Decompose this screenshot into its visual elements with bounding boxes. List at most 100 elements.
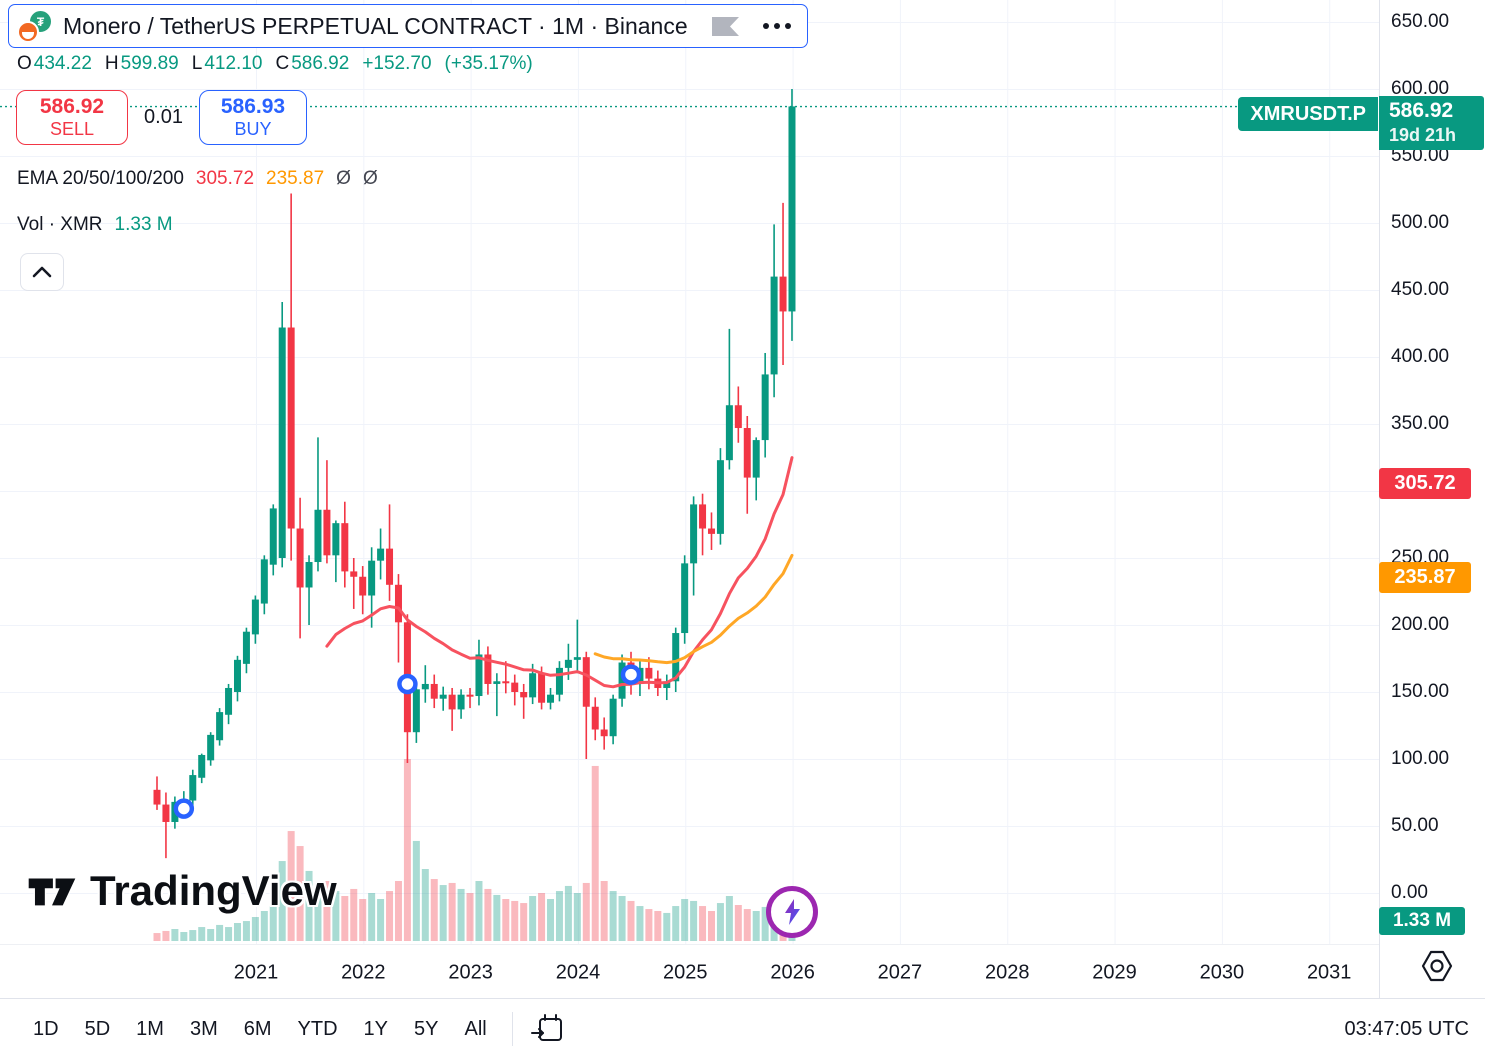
volume-bar [564,885,572,941]
price-axis-label: 0.00 [1391,882,1428,903]
collapse-legend-button[interactable] [20,253,64,291]
volume-bar [386,891,394,941]
volume-bar [511,900,519,941]
sell-label: SELL [49,119,95,140]
price-axis-label: 500.00 [1391,212,1450,233]
candle-body [377,548,385,561]
open-label: O [17,53,32,74]
symbol-header[interactable]: ₮ Monero / TetherUS PERPETUAL CONTRACT ·… [8,4,808,48]
volume-bar [296,846,304,941]
candle-body [645,667,653,679]
candle-body [716,460,724,534]
volume-bar [502,899,510,941]
ema50-value: 235.87 [266,168,325,189]
candle-body [609,698,617,737]
range-button-5d[interactable]: 5D [72,1010,124,1049]
volume-bar [600,881,608,941]
ema-legend[interactable]: EMA 20/50/100/200 305.72 235.87 Ø Ø [17,168,378,190]
price-axis-label: 600.00 [1391,78,1450,99]
event-marker-icon [397,673,418,695]
volume-bar [555,891,563,941]
range-button-3m[interactable]: 3M [177,1010,231,1049]
bar-countdown: 19d 21h [1389,125,1457,145]
volume-bar [162,930,170,941]
high-label: H [104,53,119,74]
low-label: L [191,53,203,74]
time-axis-label: 2025 [663,961,708,984]
symbol-price-badge-label: XMRUSDT.P [1238,97,1378,131]
lightning-icon[interactable] [766,886,818,938]
volume-bar [609,891,617,941]
volume-bar [207,929,215,941]
scale-settings-button[interactable] [1421,949,1453,986]
sell-button[interactable]: 586.92 SELL [16,90,128,145]
range-button-1m[interactable]: 1M [123,1010,177,1049]
range-button-1d[interactable]: 1D [20,1010,72,1049]
volume-bar [663,912,671,941]
ema20-line [325,456,794,689]
change-percent: (+35.17%) [444,53,533,74]
candle-body [269,508,277,565]
candle-body [368,560,376,596]
ohlc-readout: O 434.22 H 599.89 L 412.10 C 586.92 +152.70 … [17,53,533,75]
price-axis-label: 200.00 [1391,614,1450,635]
buy-button[interactable]: 586.93 BUY [199,90,307,145]
session-clock[interactable]: 03:47:05 UTC [1344,1018,1469,1040]
symbol-title[interactable]: Monero / TetherUS PERPETUAL CONTRACT · 1… [63,12,688,39]
ema50-price-badge: 235.87 [1379,562,1471,593]
buy-price: 586.93 [220,95,286,119]
price-axis-label: 650.00 [1391,11,1450,32]
volume-bar [171,929,179,941]
candle-body [475,654,483,697]
time-axis-label: 2027 [877,961,923,984]
candle-body [359,576,367,596]
volume-bar [350,888,358,941]
volume-bar [547,899,555,941]
volume-bar [681,899,689,941]
candle-body [734,405,742,429]
flag-icon[interactable] [711,16,739,36]
time-axis-label: 2023 [448,961,493,984]
range-button-5y[interactable]: 5Y [401,1010,451,1049]
candle-body [278,327,286,558]
candle-body [761,374,769,441]
candle-body [743,428,751,478]
volume-bar [725,896,733,941]
candle-body [251,599,259,635]
bolt-icon [785,899,800,925]
time-axis-label: 2024 [555,961,601,984]
candle-body [681,563,689,634]
volume-bar [377,899,385,941]
volume-bar [529,896,537,941]
price-axis-label: 450.00 [1391,279,1450,300]
more-options-icon[interactable] [762,23,791,29]
price-axis[interactable]: 650.00 600.00 550.00 500.00 450.00 400.00 350.… [1379,0,1485,998]
volume-bar [475,881,483,941]
volume-bar [233,923,241,941]
volume-bar [618,896,626,941]
range-button-ytd[interactable]: YTD [285,1010,351,1049]
volume-bar [734,905,742,941]
time-axis-label: 2021 [233,961,279,984]
time-axis[interactable]: 2021 2022 2023 2024 2025 2026 2027 2028 2029 2030… [0,944,1379,999]
tradingview-watermark: TradingView [26,867,337,915]
volume-bar [314,885,322,941]
range-button-all[interactable]: All [451,1010,499,1049]
ema50-line [593,553,794,665]
volume-bar [359,899,367,941]
low-value: 412.10 [204,53,263,74]
candle-body [752,440,760,478]
candle-body [618,662,626,699]
candle-body [448,694,456,710]
range-button-1y[interactable]: 1Y [351,1010,401,1049]
tradingview-logo-icon [27,877,78,907]
volume-bar [189,930,197,941]
volume-bar [538,893,546,941]
range-buttons: 1D 5D 1M 3M 6M YTD 1Y 5Y All [20,1010,500,1049]
range-button-6m[interactable]: 6M [231,1010,285,1049]
price-chart-pane[interactable] [0,0,1379,998]
go-to-date-button[interactable] [525,1011,571,1047]
volume-bar [251,917,259,941]
volume-legend[interactable]: Vol · XMR 1.33 M [17,214,173,236]
volume-bar [466,893,474,941]
